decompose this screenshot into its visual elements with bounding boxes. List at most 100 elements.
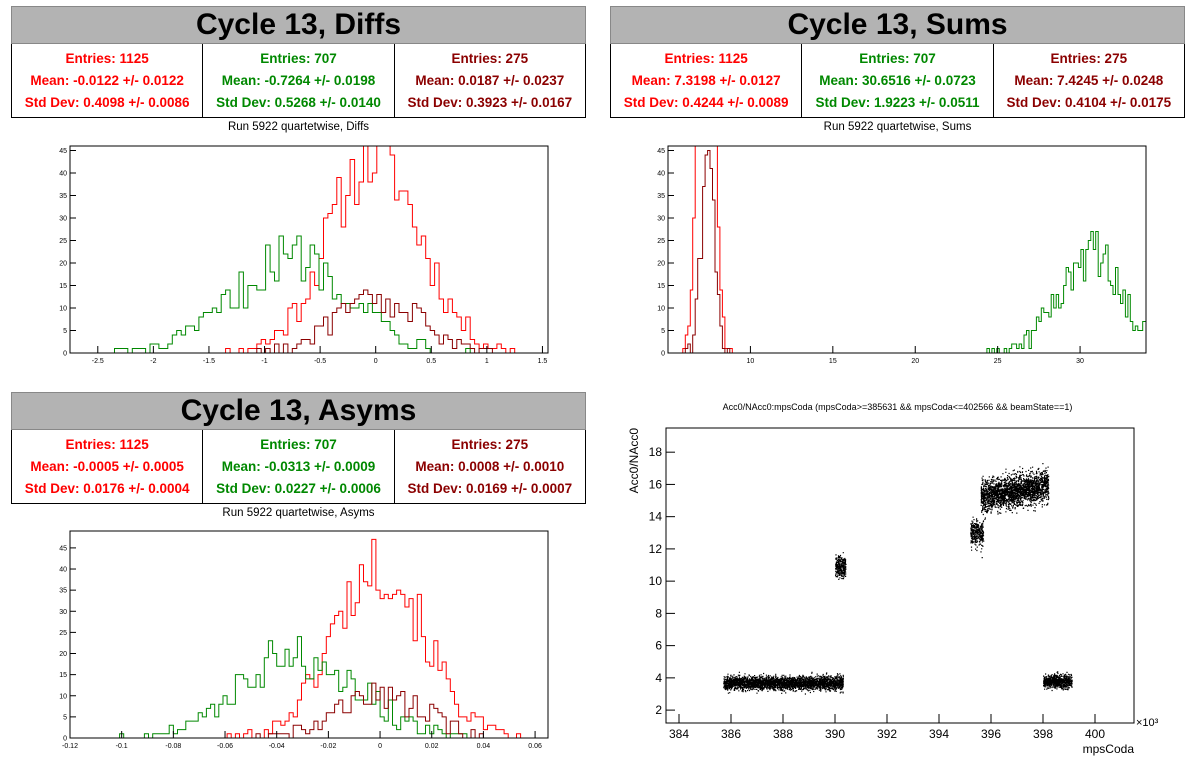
stat-mean: Mean: 7.4245 +/- 0.0248 [1014, 72, 1164, 88]
x-tick-label: 25 [994, 358, 1002, 365]
y-axis-label: Acc0/NAcc0 [627, 428, 641, 494]
y-tick-label: 35 [59, 588, 67, 595]
y-tick-label: 15 [59, 283, 67, 290]
scatter-chart-title: Acc0/NAcc0:mpsCoda (mpsCoda>=385631 && m… [722, 402, 1073, 412]
y-tick-label: 20 [657, 261, 665, 268]
y-tick-label: 10 [59, 306, 67, 313]
asyms-banner: Cycle 13, Asyms [11, 392, 586, 430]
x-tick-label: 0.5 [426, 358, 436, 365]
x-tick-label: -0.04 [269, 743, 285, 750]
y-tick-label: 25 [59, 238, 67, 245]
x-tick-label: 30 [1076, 358, 1084, 365]
sums-banner-title: Cycle 13, Sums [787, 8, 1008, 41]
stat-entries: Entries: 275 [451, 51, 529, 67]
y-tick-label: 5 [63, 328, 67, 335]
x-tick-label: 0.06 [528, 743, 542, 750]
scatter-points [723, 463, 1073, 695]
y-tick-label: 18 [649, 445, 663, 459]
stat-mean: Mean: -0.0313 +/- 0.0009 [221, 458, 376, 474]
stat-std: Std Dev: 0.3923 +/- 0.0167 [407, 94, 573, 110]
diffs-stats-col-2: Entries: 707 Mean: -0.7264 +/- 0.0198 St… [203, 44, 395, 117]
y-tick-label: 10 [657, 306, 665, 313]
plot-frame [69, 530, 549, 739]
y-tick-label: 40 [59, 171, 67, 178]
y-tick-label: 10 [59, 693, 67, 700]
diffs-stats-col-1: Entries: 1125 Mean: -0.0122 +/- 0.0122 S… [12, 44, 204, 117]
y-tick-label: 15 [59, 672, 67, 679]
stat-mean: Mean: 0.0187 +/- 0.0237 [415, 72, 565, 88]
scatter-cluster-1 [723, 671, 844, 695]
x-tick-label: -2.5 [92, 358, 104, 365]
stat-entries: Entries: 1125 [65, 51, 149, 67]
stat-std: Std Dev: 0.4098 +/- 0.0086 [24, 94, 190, 110]
y-tick-label: 45 [59, 148, 67, 155]
histogram-series-3 [668, 150, 1146, 354]
stat-mean: Mean: 30.6516 +/- 0.0723 [819, 72, 976, 88]
y-tick-label: 15 [657, 283, 665, 290]
y-tick-label: 25 [59, 630, 67, 637]
y-tick-label: 20 [59, 261, 67, 268]
x-tick-label: 390 [825, 727, 845, 741]
y-tick-label: 5 [661, 328, 665, 335]
x-tick-label: -1 [261, 358, 267, 365]
scatter-point-cloud [970, 516, 985, 559]
histogram-series-1 [70, 145, 548, 354]
scatter-cluster-2 [835, 552, 847, 580]
x-tick-label: -0.08 [165, 743, 181, 750]
x-tick-label: -1.5 [203, 358, 215, 365]
stat-mean: Mean: -0.0122 +/- 0.0122 [30, 72, 184, 88]
scatter-cluster-5 [1043, 671, 1073, 692]
stat-std: Std Dev: 0.5268 +/- 0.0140 [216, 94, 381, 110]
stat-std: Std Dev: 0.0227 +/- 0.0006 [216, 480, 381, 496]
y-tick-label: 20 [59, 651, 67, 658]
x-axis-multiplier: ×10³ [1136, 717, 1159, 729]
asyms-stats-col-1: Entries: 1125 Mean: -0.0005 +/- 0.0005 S… [12, 430, 204, 503]
diffs-stats-box: Entries: 1125 Mean: -0.0122 +/- 0.0122 S… [11, 44, 586, 118]
y-tick-label: 0 [63, 351, 67, 358]
stat-std: Std Dev: 1.9223 +/- 0.0511 [815, 94, 980, 110]
stat-mean: Mean: 7.3198 +/- 0.0127 [631, 72, 781, 88]
y-tick-label: 2 [655, 703, 662, 717]
x-tick-label: -0.5 [314, 358, 326, 365]
x-tick-label: 0.04 [477, 743, 491, 750]
scatter-point-cloud [980, 463, 1050, 520]
stat-entries: Entries: 275 [451, 437, 529, 453]
x-tick-label: 400 [1085, 727, 1105, 741]
y-tick-label: 30 [59, 609, 67, 616]
stat-entries: Entries: 707 [859, 51, 936, 67]
scatter-point-cloud [835, 552, 847, 580]
histogram-series-1 [70, 538, 548, 739]
diffs-stats-col-3: Entries: 275 Mean: 0.0187 +/- 0.0237 Std… [395, 44, 585, 117]
stat-entries: Entries: 707 [260, 51, 337, 67]
asyms-stats-col-2: Entries: 707 Mean: -0.0313 +/- 0.0009 St… [203, 430, 395, 503]
x-tick-label: 1.5 [538, 358, 548, 365]
histogram-series-2 [70, 636, 548, 739]
y-tick-label: 30 [59, 216, 67, 223]
stat-entries: Entries: 1125 [664, 51, 748, 67]
x-tick-label: 1 [485, 358, 489, 365]
y-tick-label: 45 [657, 148, 665, 155]
y-tick-label: 6 [655, 639, 662, 653]
asyms-histogram: 0 5 10 15 20 25 30 35 40 45 -0.12 -0.1 -0.08 -0.06 -0.… [59, 530, 549, 750]
x-axis-label: mpsCoda [1083, 742, 1135, 756]
y-tick-label: 35 [657, 193, 665, 200]
y-tick-label: 16 [649, 477, 663, 491]
y-tick-label: 25 [657, 238, 665, 245]
x-tick-label: 0.02 [425, 743, 439, 750]
x-tick-label: 15 [829, 358, 837, 365]
plot-frame [665, 427, 1135, 724]
y-tick-label: 10 [649, 574, 663, 588]
histogram-series-3 [70, 682, 548, 739]
stat-std: Std Dev: 0.4104 +/- 0.0175 [1006, 94, 1172, 110]
y-tick-label: 14 [649, 510, 663, 524]
scatter-cluster-4 [980, 463, 1050, 520]
scatter-point-cloud [723, 671, 844, 695]
stat-entries: Entries: 1125 [65, 437, 149, 453]
stat-mean: Mean: -0.0005 +/- 0.0005 [30, 458, 184, 474]
x-tick-label: -2 [150, 358, 156, 365]
asyms-banner-title: Cycle 13, Asyms [180, 394, 417, 427]
plot-frame [69, 145, 549, 354]
y-tick-label: 35 [59, 193, 67, 200]
y-tick-label: 0 [661, 351, 665, 358]
histogram-series-2 [70, 235, 548, 354]
